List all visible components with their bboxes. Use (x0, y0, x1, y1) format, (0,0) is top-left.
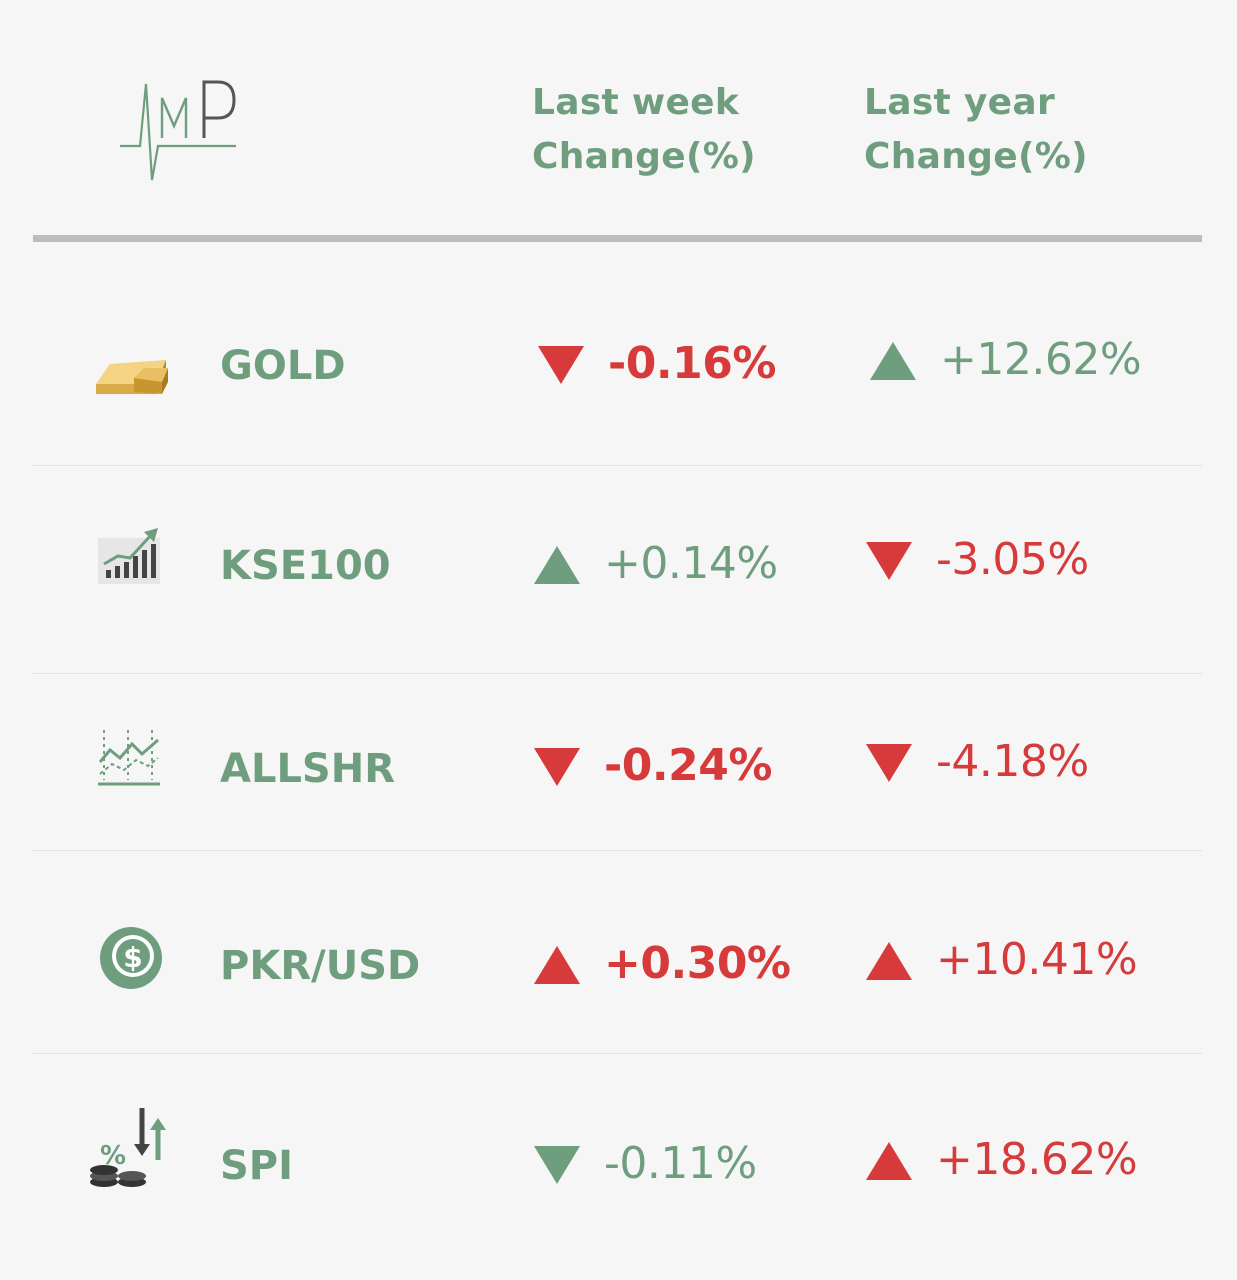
amp-logo: MP (118, 76, 242, 186)
triangle-up-icon (534, 946, 580, 984)
week-value: +0.14% (604, 538, 778, 589)
row-divider (33, 850, 1202, 851)
header-last-week: Last week Change(%) (532, 82, 756, 177)
row-divider (33, 465, 1202, 466)
triangle-up-icon (870, 342, 916, 380)
triangle-down-icon (538, 346, 584, 384)
year-value: +18.62% (936, 1134, 1138, 1185)
gold-bars-icon (88, 338, 172, 410)
line-chart-icon (96, 726, 164, 790)
year-value: +10.41% (936, 934, 1138, 985)
triangle-down-icon (534, 1146, 580, 1184)
rising-bar-chart-icon (96, 524, 162, 586)
week-value: +0.30% (604, 938, 791, 989)
triangle-up-icon (534, 546, 580, 584)
row-divider (33, 673, 1202, 674)
coins-percent-arrows-icon: % (86, 1104, 170, 1190)
row-name-allshr: ALLSHR (220, 746, 396, 792)
row-name-gold: GOLD (220, 343, 346, 389)
year-value: -4.18% (936, 736, 1089, 787)
triangle-down-icon (866, 744, 912, 782)
logo-text: MP (242, 76, 243, 77)
row-name-spi: SPI (220, 1143, 294, 1189)
header-last-year: Last year Change(%) (864, 82, 1088, 177)
row-name-kse100: KSE100 (220, 543, 391, 589)
triangle-down-icon (866, 542, 912, 580)
svg-text:$: $ (123, 941, 142, 974)
week-value: -0.16% (608, 338, 776, 389)
triangle-up-icon (866, 942, 912, 980)
week-value: -0.24% (604, 740, 772, 791)
header-divider (33, 235, 1202, 242)
row-divider (33, 1053, 1202, 1054)
dollar-coin-icon: $ (98, 925, 164, 991)
row-name-pkr-usd: PKR/USD (220, 943, 421, 989)
triangle-down-icon (534, 748, 580, 786)
triangle-up-icon (866, 1142, 912, 1180)
year-value: +12.62% (940, 334, 1142, 385)
year-value: -3.05% (936, 534, 1089, 585)
week-value: -0.11% (604, 1138, 757, 1189)
